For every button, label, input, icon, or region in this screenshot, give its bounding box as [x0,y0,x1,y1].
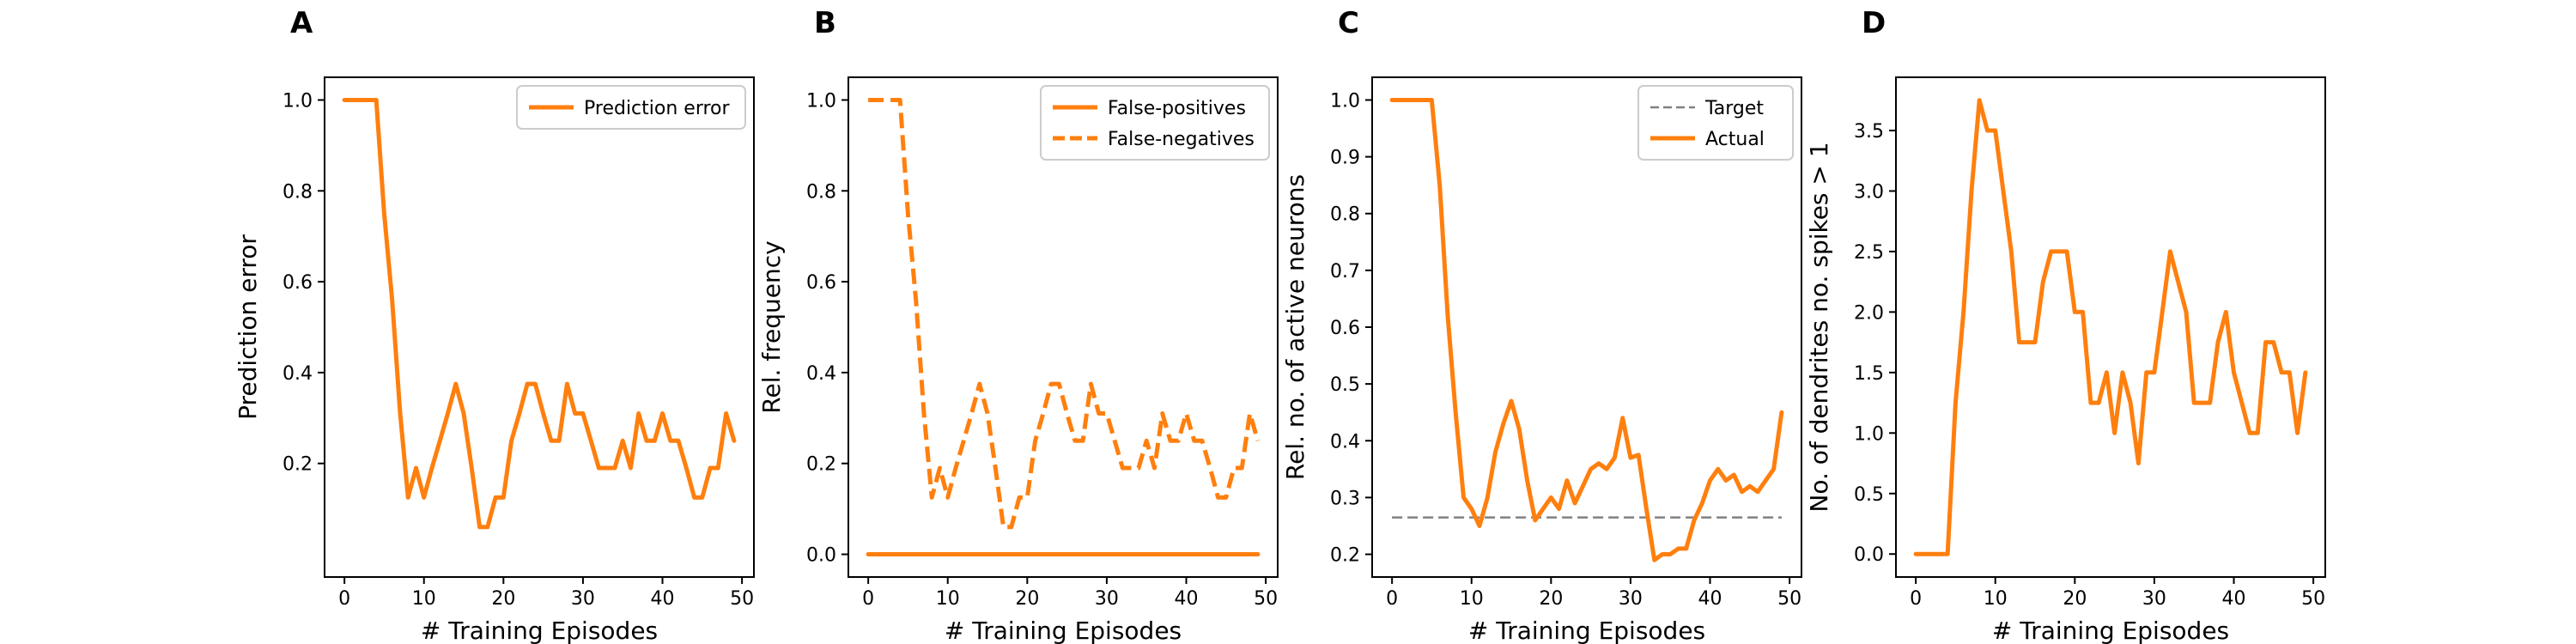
y-tick-label: 1.5 [1854,363,1884,385]
x-tick-label: 0 [338,588,350,610]
y-tick-label: 3.0 [1854,181,1884,203]
y-tick-label: 2.0 [1854,302,1884,324]
y-axis-label: Rel. no. of active neurons [1281,174,1309,480]
y-tick-label: 0.4 [806,363,836,385]
series-line [1913,98,2308,556]
legend: False-positives False-negatives [1040,85,1270,161]
legend-label: Target [1704,98,1764,119]
x-tick-label: 0 [1910,588,1922,610]
y-tick-label: 0.3 [1330,488,1360,509]
y-tick-label: 0.2 [283,454,313,476]
panel-b: B 0 10 20 30 40 50 0.0 0.2 0.4 0.6 0.8 1.0 # Training… [757,6,1279,644]
y-tick-label: 0.2 [806,454,836,476]
legend-label: Prediction error [584,98,730,119]
y-tick-label: 1.0 [283,90,313,112]
panel-letter: B [814,6,836,40]
panel-letter: D [1862,6,1886,40]
legend: Prediction error [516,85,746,130]
legend-label: False-negatives [1108,129,1255,150]
y-tick-label: 1.0 [1854,423,1884,445]
plot-frame [324,76,755,578]
x-axis-label: # Training Episodes [1468,617,1705,644]
plot-frame [1895,76,2326,578]
y-tick-label: 2.5 [1854,242,1884,264]
legend-label: False-positives [1108,98,1246,119]
legend-box [1637,85,1794,161]
x-tick-label: 0 [1386,588,1398,610]
y-axis-label: Rel. frequency [757,240,786,413]
y-tick-label: 0.8 [283,181,313,203]
legend: Target Actual [1637,85,1794,161]
y-tick-label: 0.6 [1330,318,1360,339]
x-tick-label: 20 [491,588,515,610]
x-tick-label: 40 [2222,588,2246,610]
panel-letter: C [1338,6,1359,40]
x-tick-label: 10 [1460,588,1484,610]
x-tick-label: 30 [2142,588,2166,610]
y-tick-label: 0.2 [1330,545,1360,567]
x-tick-label: 20 [1015,588,1039,610]
x-tick-label: 20 [1539,588,1563,610]
y-tick-label: 0.8 [1330,204,1360,226]
y-tick-label: 0.8 [806,181,836,203]
y-tick-label: 0.5 [1330,374,1360,396]
legend-label: Actual [1705,129,1765,150]
y-tick-label: 0.4 [1330,431,1360,453]
x-tick-label: 30 [1095,588,1119,610]
y-tick-label: 3.5 [1854,121,1884,143]
y-tick-label: 0.9 [1330,148,1360,169]
x-axis-label: # Training Episodes [1992,617,2229,644]
x-tick-label: 50 [1777,588,1801,610]
legend-box [1040,85,1270,161]
y-tick-label: 0.4 [283,363,313,385]
x-tick-label: 50 [1254,588,1278,610]
y-tick-label: 0.0 [1854,544,1884,566]
series-line [1389,98,1784,562]
y-tick-label: 0.6 [806,272,836,294]
x-tick-label: 10 [1984,588,2008,610]
plot-frame [848,76,1279,578]
x-tick-label: 50 [2301,588,2325,610]
x-tick-label: 20 [2063,588,2087,610]
x-tick-label: 40 [651,588,675,610]
x-tick-label: 10 [412,588,436,610]
y-tick-label: 1.0 [806,90,836,112]
x-tick-label: 50 [730,588,754,610]
x-axis-label: # Training Episodes [945,617,1182,644]
panel-d: D 0 10 20 30 40 50 0.0 0.5 1.0 1.5 2.0 2.5 3.0 3.5 # Tr… [1805,6,2326,644]
legend-box [516,85,746,130]
panel-c: C 0 10 20 30 40 50 0.2 0.3 0.4 0.5 0.6 0.7 0.8 0.9 1.0 #… [1281,6,1802,644]
y-tick-label: 1.0 [1330,90,1360,112]
y-tick-label: 0.7 [1330,261,1360,283]
y-tick-label: 0.6 [283,272,313,294]
x-tick-label: 40 [1175,588,1199,610]
x-tick-label: 30 [571,588,595,610]
x-axis-label: # Training Episodes [421,617,658,644]
panel-letter: A [290,6,313,40]
panel-a: A 0 10 20 30 40 50 0.2 0.4 0.6 0.8 1.0 # Training Ep… [234,6,755,644]
y-tick-label: 0.0 [806,545,836,567]
x-tick-label: 30 [1619,588,1643,610]
y-axis-label: Prediction error [234,234,262,420]
x-tick-label: 40 [1698,588,1722,610]
x-tick-label: 10 [936,588,960,610]
y-axis-label: No. of dendrites no. spikes > 1 [1805,142,1833,512]
series-line [342,98,737,530]
x-tick-label: 0 [862,588,874,610]
y-tick-label: 0.5 [1854,484,1884,506]
series-line [868,98,1261,530]
